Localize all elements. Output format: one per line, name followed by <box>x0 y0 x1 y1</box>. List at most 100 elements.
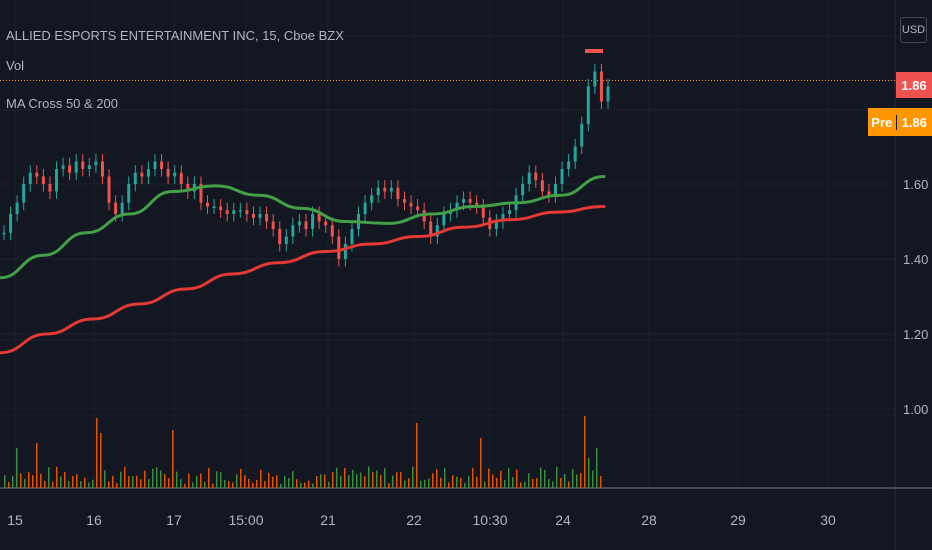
volume-bar <box>28 472 30 488</box>
volume-bar <box>452 475 454 488</box>
volume-bar <box>508 468 510 488</box>
candle-body <box>396 187 400 199</box>
volume-bar <box>80 481 82 488</box>
volume-bar <box>468 475 470 488</box>
candle-body <box>416 206 420 211</box>
volume-bar <box>116 483 118 488</box>
candle-body <box>586 86 590 124</box>
volume-bar <box>60 476 62 488</box>
volume-bar <box>248 478 250 488</box>
volume-bar <box>220 472 222 488</box>
candle-body <box>475 202 479 207</box>
candle-body <box>593 71 597 87</box>
candle-body <box>186 184 190 192</box>
candle-body <box>376 187 380 196</box>
volume-bar <box>192 482 194 488</box>
candle-body <box>540 180 544 192</box>
volume-bar <box>184 483 186 488</box>
volume-bar <box>512 477 514 488</box>
volume-bar <box>120 471 122 488</box>
candle-body <box>389 187 393 192</box>
candle-body <box>199 184 203 203</box>
candle-body <box>87 165 91 169</box>
candle-body <box>573 146 577 162</box>
candle-body <box>567 161 571 169</box>
volume-bar <box>308 480 310 488</box>
volume-bar <box>320 474 322 488</box>
volume-bar <box>272 476 274 488</box>
candle-body <box>606 86 610 102</box>
candle-body <box>94 161 98 166</box>
candle-body <box>68 165 72 173</box>
candle-body <box>107 176 111 203</box>
volume-bar <box>584 416 586 488</box>
volume-bar <box>568 481 570 488</box>
x-tick-label: 16 <box>86 512 102 528</box>
volume-bar <box>132 476 134 488</box>
candle-body <box>219 206 223 211</box>
volume-bar <box>300 482 302 488</box>
volume-bar <box>144 470 146 488</box>
x-tick-label: 15:00 <box>228 512 263 528</box>
candle-body <box>265 214 269 222</box>
volume-bar <box>32 475 34 488</box>
premarket-label: Pre <box>868 114 897 130</box>
volume-bar <box>280 483 282 488</box>
candle-body <box>28 172 32 184</box>
candle-body <box>146 169 150 177</box>
candle-body <box>534 172 538 181</box>
candle-body <box>435 225 439 237</box>
volume-bar <box>252 482 254 488</box>
volume-bar <box>552 481 554 488</box>
volume-bar <box>588 458 590 488</box>
volume-bar <box>228 480 230 488</box>
candle-body <box>324 221 328 226</box>
volume-bar <box>236 474 238 488</box>
candle-body <box>442 214 446 226</box>
volume-bar <box>232 482 234 488</box>
volume-bar <box>432 473 434 488</box>
candle-body <box>206 202 210 207</box>
volume-bar <box>156 467 158 488</box>
currency-button[interactable]: USD <box>900 17 927 43</box>
candle-body <box>580 124 584 147</box>
volume-bar <box>72 475 74 488</box>
candle-body <box>81 161 85 169</box>
candle-body <box>383 187 387 192</box>
y-tick-label: 1.40 <box>903 252 928 267</box>
candle-body <box>501 214 505 222</box>
volume-bar <box>96 418 98 488</box>
candle-body <box>527 172 531 184</box>
volume-bar <box>24 478 26 488</box>
volume-bar <box>88 482 90 488</box>
high-marker <box>585 49 603 53</box>
volume-bar <box>540 467 542 488</box>
candle-body <box>166 169 170 177</box>
volume-bar <box>296 479 298 488</box>
volume-bar <box>292 471 294 488</box>
volume-bar <box>76 474 78 488</box>
volume-bar <box>484 481 486 488</box>
volume-bar <box>324 474 326 488</box>
candle-body <box>494 221 498 229</box>
candle-body <box>330 225 334 237</box>
volume-bar <box>172 430 174 488</box>
volume-bar <box>20 473 22 488</box>
x-tick-label: 24 <box>555 512 571 528</box>
volume-bar <box>108 481 110 488</box>
volume-bar <box>16 448 18 488</box>
candle-body <box>508 210 512 214</box>
volume-bar <box>580 473 582 488</box>
volume-bar <box>52 481 54 488</box>
volume-bar <box>168 478 170 488</box>
volume-bar <box>148 479 150 488</box>
volume-bar <box>424 479 426 488</box>
premarket-price-tag: Pre 1.86 <box>868 108 932 136</box>
volume-bar <box>216 471 218 488</box>
candle-body <box>22 184 26 203</box>
candle-body <box>48 184 52 192</box>
candle-body <box>271 221 275 229</box>
symbol-title: ALLIED ESPORTS ENTERTAINMENT INC, 15, Cb… <box>6 28 344 43</box>
x-tick-label: 30 <box>820 512 836 528</box>
